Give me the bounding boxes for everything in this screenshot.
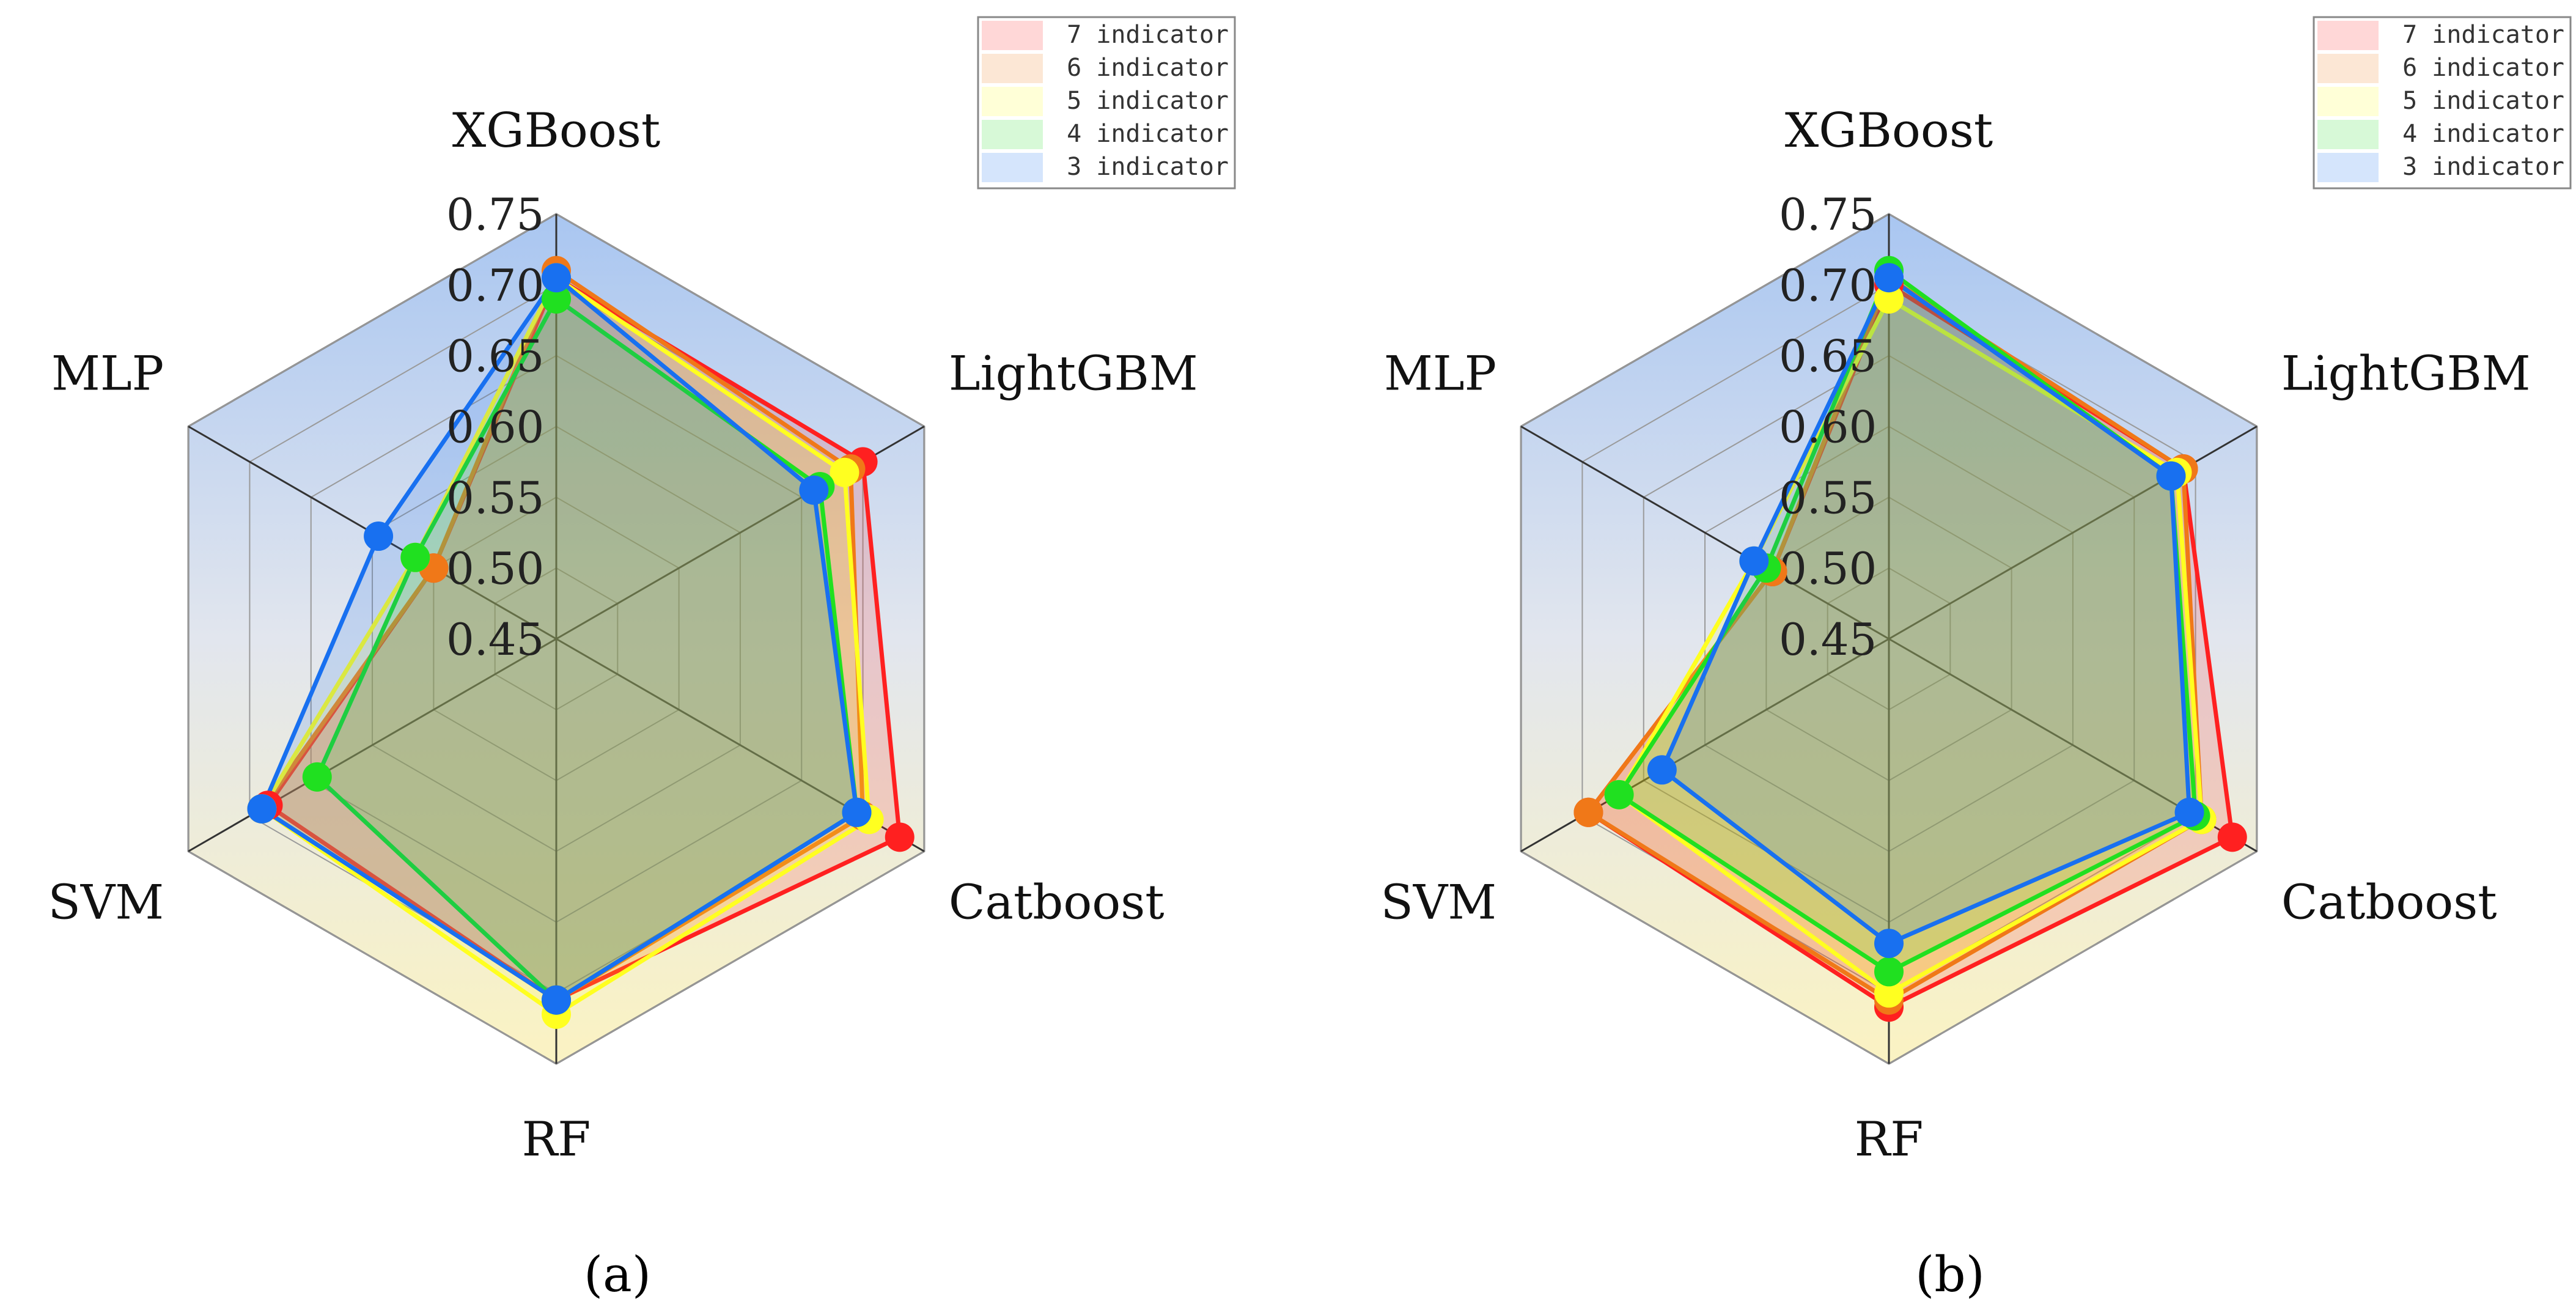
axis-label-lightgbm: LightGBM <box>2281 347 2531 402</box>
legend-swatch <box>982 120 1043 149</box>
data-point-6-indicator <box>1573 797 1603 827</box>
data-point-3-indicator <box>2174 797 2204 827</box>
axis-label-catboost: Catboost <box>2281 875 2497 931</box>
tick-label: 0.70 <box>446 260 544 311</box>
axis-label-rf: RF <box>522 1112 591 1167</box>
legend-swatch <box>982 87 1043 116</box>
axis-label-svm: SVM <box>48 875 164 931</box>
tick-label: 0.45 <box>1779 614 1877 665</box>
data-point-4-indicator <box>1874 957 1904 987</box>
legend-entry: 7 indicator <box>1067 21 1229 49</box>
data-point-3-indicator <box>542 263 571 293</box>
legend: 7 indicator 6 indicator 5 indicator 4 indic… <box>977 16 1236 190</box>
data-point-3-indicator <box>1739 546 1769 576</box>
legend-entry: 7 indicator <box>2402 21 2564 49</box>
tick-label: 0.75 <box>446 189 544 240</box>
data-point-3-indicator <box>1874 929 1904 959</box>
legend-swatch <box>2317 54 2379 83</box>
axis-label-mlp: MLP <box>1384 347 1496 402</box>
legend-entry: 5 indicator <box>1067 87 1229 115</box>
data-point-4-indicator <box>542 284 571 314</box>
tick-label: 0.75 <box>1779 189 1877 240</box>
data-point-3-indicator <box>247 794 277 824</box>
legend-entry: 6 indicator <box>2402 54 2564 82</box>
radar-panel-b: 0.45 0.50 0.55 0.60 0.65 0.70 0.75 XGBoost Light… <box>1380 16 2572 1303</box>
legend-entry: 4 indicator <box>2402 120 2564 148</box>
panel-label: (b) <box>1915 1246 1985 1303</box>
legend-box <box>977 16 1236 190</box>
tick-label: 0.60 <box>1779 402 1877 453</box>
tick-label: 0.45 <box>446 614 544 665</box>
axis-label-catboost: Catboost <box>949 875 1165 931</box>
data-point-4-indicator <box>302 762 332 792</box>
data-point-3-indicator <box>2156 461 2186 491</box>
legend-entry: 4 indicator <box>1067 120 1229 148</box>
tick-label: 0.50 <box>446 543 544 594</box>
tick-label: 0.65 <box>446 331 544 382</box>
legend-swatch <box>982 54 1043 83</box>
legend-swatch <box>2317 21 2379 50</box>
legend-swatch <box>2317 87 2379 116</box>
data-point-7-indicator <box>885 822 914 852</box>
tick-label: 0.60 <box>446 402 544 453</box>
legend-entry: 3 indicator <box>2402 153 2564 181</box>
axis-label-xgboost: XGBoost <box>452 103 660 158</box>
legend-swatch <box>2317 153 2379 182</box>
data-point-3-indicator <box>842 797 872 827</box>
axis-label-mlp: MLP <box>51 347 164 402</box>
tick-label: 0.55 <box>1779 472 1877 523</box>
data-point-3-indicator <box>1647 755 1677 785</box>
legend-box <box>2313 16 2572 190</box>
data-point-3-indicator <box>799 475 829 505</box>
data-point-4-indicator <box>1604 779 1634 809</box>
tick-label: 0.50 <box>1779 543 1877 594</box>
tick-label: 0.70 <box>1779 260 1877 311</box>
panel-label: (a) <box>584 1246 651 1303</box>
radar-panel-a: 0.45 0.50 0.55 0.60 0.65 0.70 0.75 XGBoost Light… <box>48 16 1236 1303</box>
data-point-3-indicator <box>1874 263 1904 293</box>
tick-label: 0.65 <box>1779 331 1877 382</box>
data-point-5-indicator <box>830 457 859 487</box>
data-point-3-indicator <box>542 985 571 1015</box>
legend-entry: 3 indicator <box>1067 153 1229 181</box>
axis-label-xgboost: XGBoost <box>1785 103 1993 158</box>
axis-label-svm: SVM <box>1380 875 1496 931</box>
legend-entry: 5 indicator <box>2402 87 2564 115</box>
axis-label-lightgbm: LightGBM <box>949 347 1198 402</box>
legend-swatch <box>982 153 1043 182</box>
data-point-5-indicator <box>1874 284 1904 314</box>
axis-label-rf: RF <box>1855 1112 1924 1167</box>
data-point-3-indicator <box>364 521 394 551</box>
legend-swatch <box>982 21 1043 50</box>
legend-swatch <box>2317 120 2379 149</box>
data-point-7-indicator <box>2217 822 2247 852</box>
data-point-4-indicator <box>400 542 430 572</box>
legend-entry: 6 indicator <box>1067 54 1229 82</box>
legend: 7 indicator 6 indicator 5 indicator 4 indic… <box>2313 16 2572 190</box>
data-point-5-indicator <box>1874 978 1904 1008</box>
tick-label: 0.55 <box>446 472 544 523</box>
radar-spoke <box>1520 426 1890 640</box>
